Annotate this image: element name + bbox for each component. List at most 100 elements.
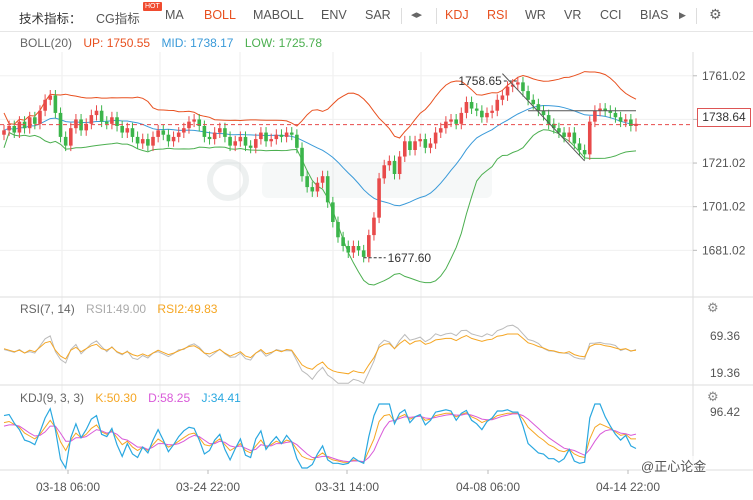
candle-body (146, 139, 150, 146)
candle-body (521, 82, 525, 92)
candle-body (474, 108, 479, 111)
candle-body (485, 112, 489, 118)
candle-body (187, 121, 191, 129)
play-right-icon[interactable]: ▶ (679, 10, 686, 20)
boll-title: BOLL(20) (20, 36, 73, 50)
rsi-tick-label: 69.36 (710, 329, 740, 343)
rsi-axis: 69.36 19.36 (710, 329, 740, 380)
price-tick-label: 1761.02 (702, 69, 746, 83)
rsi-settings-gear-icon[interactable]: ⚙ (707, 300, 719, 315)
boll-up-line (3, 71, 637, 139)
tab-kdj[interactable]: KDJ (445, 8, 469, 22)
boll-mid-line (3, 104, 637, 207)
candle-body (567, 132, 572, 137)
candle-body (459, 112, 464, 124)
candle-body (516, 82, 520, 85)
candle-body (310, 187, 315, 192)
candle-body (325, 176, 330, 203)
price-tick-label: 1701.02 (702, 200, 746, 214)
candle-body (166, 134, 171, 142)
candle-body (428, 143, 433, 148)
candle-body (12, 126, 17, 133)
kdj-settings-gear-icon[interactable]: ⚙ (707, 389, 719, 404)
candle-body (500, 95, 505, 100)
candle-body (135, 136, 140, 144)
candle-body (84, 123, 89, 131)
tab-cci[interactable]: CCI (600, 8, 622, 22)
candle-body (469, 102, 474, 109)
candle-body (598, 108, 602, 111)
candle-body (38, 110, 42, 124)
candle-body (99, 110, 104, 122)
candle-body (346, 246, 351, 253)
tab-maboll[interactable]: MABOLL (253, 8, 304, 22)
candle-body (207, 136, 212, 140)
candle-body (382, 165, 387, 179)
candle-body (402, 141, 407, 157)
candle-body (387, 160, 392, 166)
candle-body (58, 112, 63, 137)
rsi2-line (3, 333, 637, 375)
time-tick-label: 04-08 06:00 (456, 480, 520, 494)
tab-rsi[interactable]: RSI (487, 8, 508, 22)
candle-body (115, 117, 119, 126)
candle-body (464, 102, 469, 113)
tab-sar[interactable]: SAR (365, 8, 391, 22)
tab-ma[interactable]: MA (165, 8, 184, 22)
candle-body (449, 119, 453, 122)
rsi-title: RSI(7, 14) (20, 302, 75, 316)
tab-bias[interactable]: BIAS (640, 8, 669, 22)
kdj-legend: KDJ(9, 3, 3) K:50.30 D:58.25 J:34.41 (20, 391, 249, 405)
candle-body (562, 132, 566, 137)
tab-vr[interactable]: VR (564, 8, 582, 22)
kdj-d-value: D:58.25 (148, 391, 191, 405)
candle-body (367, 235, 371, 257)
current-price-tag: 1738.64 (697, 108, 751, 127)
candle-body (218, 128, 222, 133)
candle-body (577, 143, 582, 150)
candle-body (536, 104, 541, 111)
candle-body (197, 119, 202, 126)
candle-body (408, 141, 412, 150)
tab-boll[interactable]: BOLL (204, 8, 236, 22)
tab-cg[interactable]: CG指标 HOT (96, 2, 162, 26)
candle-body (7, 126, 11, 131)
time-tick-label: 03-18 06:00 (36, 480, 100, 494)
tab-wr[interactable]: WR (525, 8, 546, 22)
candle-body (372, 217, 376, 236)
candle-body (63, 136, 68, 146)
rsi-tick-label: 19.36 (710, 366, 740, 380)
kdj-title: KDJ(9, 3, 3) (20, 391, 85, 405)
candle-body (613, 112, 618, 118)
candle-body (43, 99, 47, 111)
candle-body (557, 128, 561, 133)
candle-body (151, 136, 155, 146)
rsi1-value: RSI1:49.00 (86, 302, 147, 316)
tab-env[interactable]: ENV (321, 8, 347, 22)
candle-body (582, 150, 587, 155)
low-mark-label: 1677.60 (388, 251, 432, 265)
candle-body (623, 119, 628, 122)
candle-body (454, 119, 458, 124)
candle-body (156, 130, 160, 137)
candle-body (289, 132, 294, 135)
candle-body (176, 132, 181, 137)
candle-body (505, 86, 510, 96)
gear-icon[interactable]: ⚙ (709, 6, 722, 22)
candle-body (295, 134, 299, 148)
candle-body (17, 121, 22, 133)
price-tick-label: 1721.02 (702, 156, 746, 170)
candle-body (259, 132, 263, 140)
candle-body (490, 110, 494, 113)
candle-body (223, 128, 227, 137)
candle-body (94, 110, 99, 116)
candle-body (79, 119, 83, 131)
time-tick-label: 04-14 22:00 (596, 480, 660, 494)
candle-body (33, 117, 37, 124)
candle-body (120, 126, 124, 133)
left-right-arrows-icon[interactable]: ◂▸ (411, 9, 423, 21)
kdj-k-line (3, 412, 636, 463)
candle-body (315, 182, 320, 192)
candle-body (361, 250, 366, 257)
